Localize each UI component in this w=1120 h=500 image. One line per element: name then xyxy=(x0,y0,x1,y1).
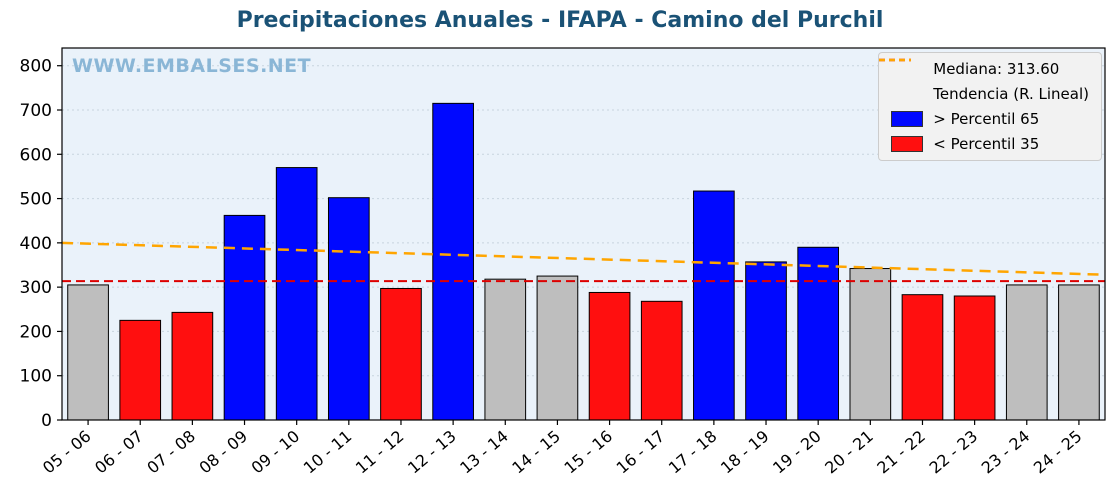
legend-color-box-swatch xyxy=(891,136,924,152)
x-tick-label: 10 - 11 xyxy=(300,427,356,478)
legend-item-0: Mediana: 313.60 xyxy=(879,58,1089,78)
bar-22-23 xyxy=(953,295,996,421)
trend-line xyxy=(61,241,1106,276)
bar-07-08 xyxy=(171,311,214,421)
bar-18-19 xyxy=(745,261,787,421)
chart-title: Precipitaciones Anuales - IFAPA - Camino… xyxy=(236,8,884,33)
x-tick-label: 09 - 10 xyxy=(248,427,304,478)
legend-item-1: Tendencia (R. Lineal) xyxy=(879,58,1089,103)
bar-06-07 xyxy=(119,319,162,421)
x-tick-label: 16 - 17 xyxy=(613,427,669,478)
bar-24-25 xyxy=(1058,284,1100,421)
x-tick-label: 17 - 18 xyxy=(665,427,721,478)
bar-14-15 xyxy=(536,275,579,421)
legend-dashed-line-swatch xyxy=(879,58,923,101)
bar-23-24 xyxy=(1005,284,1048,421)
legend-item-3: < Percentil 35 xyxy=(891,135,1089,153)
x-tick-label: 11 - 12 xyxy=(352,427,408,478)
x-tick-label: 08 - 09 xyxy=(195,427,251,478)
bar-16-17 xyxy=(640,300,683,421)
bar-13-14 xyxy=(484,278,527,421)
bar-15-16 xyxy=(588,291,631,421)
x-tick-label: 05 - 06 xyxy=(39,427,95,478)
y-tick-label: 300 xyxy=(20,278,52,298)
bar-19-20 xyxy=(797,246,840,421)
y-tick-label: 700 xyxy=(20,101,52,121)
bar-05-06 xyxy=(67,284,109,421)
x-tick-label: 06 - 07 xyxy=(91,427,147,478)
bar-10-11 xyxy=(327,197,370,421)
plot-frame xyxy=(61,47,1106,421)
x-tick-label: 13 - 14 xyxy=(456,427,512,478)
x-tick-label: 23 - 24 xyxy=(978,427,1034,478)
legend-label: > Percentil 65 xyxy=(933,110,1040,128)
x-tick-label: 19 - 20 xyxy=(769,427,825,478)
x-tick-label: 22 - 23 xyxy=(926,427,982,478)
x-tick-label: 07 - 08 xyxy=(143,427,199,478)
x-tick-label: 14 - 15 xyxy=(508,427,564,478)
legend-label: Mediana: 313.60 xyxy=(933,60,1060,78)
y-tick-label: 800 xyxy=(20,57,52,77)
y-tick-label: 400 xyxy=(20,234,52,254)
x-tick-label: 24 - 25 xyxy=(1030,427,1086,478)
bar-09-10 xyxy=(275,167,318,421)
y-tick-label: 200 xyxy=(20,322,52,342)
bar-21-22 xyxy=(901,294,944,421)
legend-label: < Percentil 35 xyxy=(933,135,1040,153)
x-tick-label: 12 - 13 xyxy=(404,427,460,478)
bar-20-21 xyxy=(849,268,892,421)
bar-08-09 xyxy=(223,214,266,421)
legend-item-2: > Percentil 65 xyxy=(891,110,1089,128)
bar-17-18 xyxy=(693,190,735,421)
x-tick-label: 20 - 21 xyxy=(821,427,877,478)
legend-color-box-swatch xyxy=(891,111,924,127)
y-tick-label: 0 xyxy=(41,411,52,431)
watermark-text: WWW.EMBALSES.NET xyxy=(72,55,312,77)
bar-11-12 xyxy=(380,287,422,421)
x-tick-label: 15 - 16 xyxy=(561,427,617,478)
legend-label: Tendencia (R. Lineal) xyxy=(933,85,1089,103)
y-tick-label: 600 xyxy=(20,145,52,165)
chart-legend: Mediana: 313.60 Tendencia (R. Lineal) > P… xyxy=(878,52,1102,161)
y-tick-label: 500 xyxy=(20,190,52,210)
bar-12-13 xyxy=(432,102,474,421)
y-tick-label: 100 xyxy=(20,367,52,387)
x-tick-label: 18 - 19 xyxy=(717,427,773,478)
x-tick-label: 21 - 22 xyxy=(873,427,929,478)
